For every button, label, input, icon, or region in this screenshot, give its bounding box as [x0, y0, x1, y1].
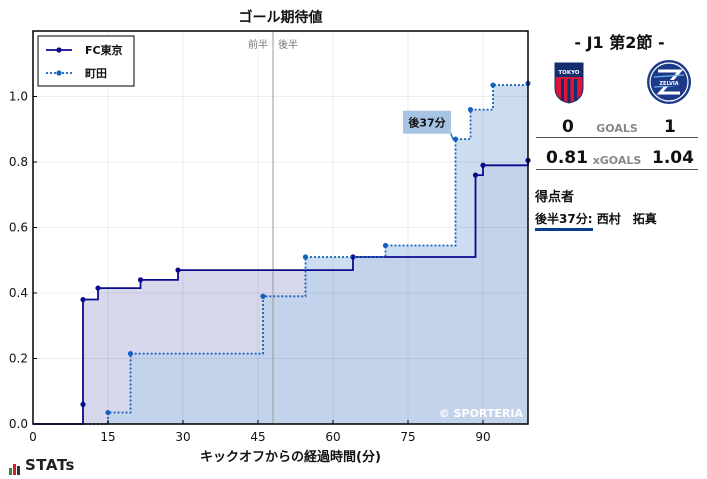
data-point [302, 254, 309, 260]
stats-logo: STATs [9, 456, 75, 475]
data-point [105, 409, 111, 416]
scorer-item: 後半37分: 西村 拓真 [535, 210, 657, 231]
xgoals-row: 0.81 xGOALS 1.04 [536, 148, 698, 170]
y-tick-label: 0.8 [9, 155, 28, 169]
legend-marker-1 [56, 70, 62, 76]
goals-label: GOALS [596, 122, 638, 135]
series-line-1 [33, 83, 529, 425]
stats-logo-text: STATs [25, 456, 75, 474]
scorers-title: 得点者 [535, 190, 575, 205]
stats-logo-icon [9, 457, 21, 475]
x-tick-label: 90 [475, 430, 490, 444]
away-xgoals: 1.04 [652, 148, 694, 168]
x-tick-label: 60 [325, 430, 340, 444]
legend-label-1: 町田 [85, 67, 107, 80]
goals-row: 0 GOALS 1 [536, 117, 698, 138]
data-point [382, 242, 389, 249]
chart-title: ゴール期待値 [239, 9, 323, 26]
second-half-label: 後半 [278, 38, 298, 51]
data-point [80, 296, 86, 303]
svg-text:ZELVIA: ZELVIA [659, 81, 678, 87]
machida-zelvia-crest: ZELVIA [646, 59, 692, 109]
data-point [127, 350, 134, 357]
legend-box [37, 35, 135, 87]
y-tick-label: 0.6 [9, 221, 28, 235]
x-tick-label: 45 [250, 430, 265, 444]
fc-tokyo-crest: TOKYO [554, 62, 584, 108]
data-point [80, 401, 86, 407]
y-tick-label: 0.0 [9, 417, 28, 431]
data-point [137, 277, 144, 283]
data-point [490, 82, 496, 88]
data-point [260, 293, 266, 299]
legend-marker-0 [56, 47, 62, 53]
match-title: - J1 第2節 - [574, 33, 665, 52]
watermark: © SPORTERIA [439, 407, 524, 420]
x-tick-label: 30 [175, 430, 190, 444]
match-panel: - J1 第2節 - TOKYO ZELVIA 0 GOALS 1 0.81 x… [532, 0, 707, 479]
x-tick-label: 15 [100, 430, 115, 444]
first-half-label: 前半 [248, 38, 268, 51]
data-point [452, 136, 459, 142]
y-tick-label: 0.4 [9, 286, 28, 300]
series-area-1 [33, 83, 528, 425]
scorer-name: 西村 拓真 [596, 212, 657, 226]
annotation-box [403, 110, 451, 134]
data-point [467, 107, 474, 113]
x-tick-label: 75 [400, 430, 415, 444]
y-tick-label: 0.2 [9, 352, 28, 366]
x-axis-label: キックオフからの経過時間(分) [200, 449, 381, 465]
data-point [472, 172, 479, 178]
away-goals: 1 [664, 117, 676, 137]
x-tick-label: 0 [29, 430, 37, 444]
y-tick-label: 1.0 [9, 90, 28, 104]
scorer-time: 後半37分: [535, 210, 593, 231]
series-line-0 [33, 160, 529, 425]
data-point [175, 267, 181, 273]
data-point [95, 285, 101, 291]
data-point [480, 162, 486, 168]
svg-text:TOKYO: TOKYO [558, 70, 579, 76]
annotation-text: 後37分 [408, 116, 445, 130]
legend-label-0: FC東京 [85, 43, 123, 57]
home-xgoals: 0.81 [546, 148, 588, 168]
data-point [350, 254, 356, 260]
xgoals-label: xGOALS [592, 154, 642, 167]
home-goals: 0 [562, 117, 574, 137]
